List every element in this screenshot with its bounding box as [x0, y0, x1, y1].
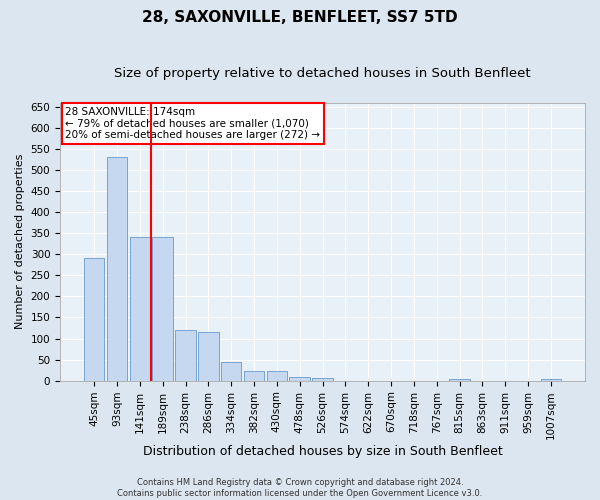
Text: 28, SAXONVILLE, BENFLEET, SS7 5TD: 28, SAXONVILLE, BENFLEET, SS7 5TD — [142, 10, 458, 25]
Bar — [198, 332, 218, 380]
Bar — [449, 378, 470, 380]
Bar — [244, 372, 264, 380]
Bar — [130, 238, 150, 380]
Bar — [289, 376, 310, 380]
Text: Contains HM Land Registry data © Crown copyright and database right 2024.
Contai: Contains HM Land Registry data © Crown c… — [118, 478, 482, 498]
X-axis label: Distribution of detached houses by size in South Benfleet: Distribution of detached houses by size … — [143, 444, 502, 458]
Bar — [221, 362, 241, 380]
Text: 28 SAXONVILLE: 174sqm
← 79% of detached houses are smaller (1,070)
20% of semi-d: 28 SAXONVILLE: 174sqm ← 79% of detached … — [65, 106, 320, 140]
Bar — [152, 238, 173, 380]
Bar — [312, 378, 333, 380]
Bar — [266, 372, 287, 380]
Bar — [107, 158, 127, 380]
Title: Size of property relative to detached houses in South Benfleet: Size of property relative to detached ho… — [114, 68, 531, 80]
Bar — [84, 258, 104, 380]
Y-axis label: Number of detached properties: Number of detached properties — [15, 154, 25, 330]
Bar — [175, 330, 196, 380]
